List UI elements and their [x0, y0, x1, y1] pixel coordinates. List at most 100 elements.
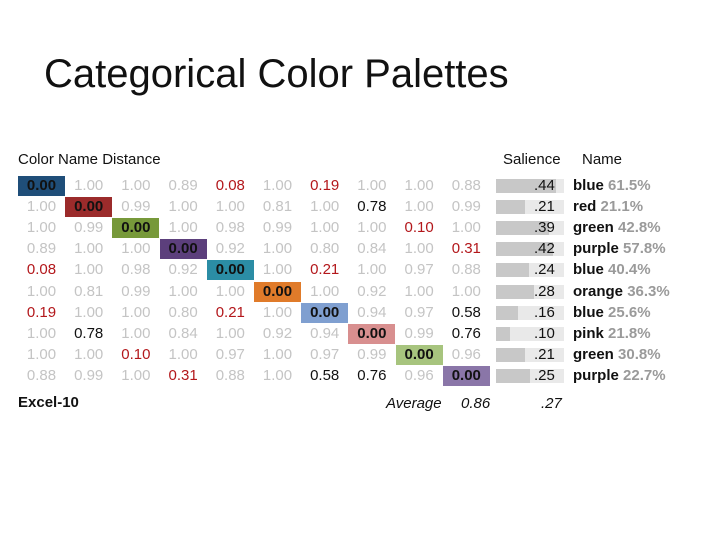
distance-cell: 0.19: [310, 177, 340, 194]
color-name-row: green 30.8%: [573, 346, 661, 363]
salience-value: .16: [534, 303, 555, 321]
distance-cell: 0.00: [395, 344, 443, 365]
distance-cell: 0.00: [65, 197, 113, 218]
salience-value: .21: [534, 198, 555, 216]
distance-cell: 0.21: [310, 261, 340, 279]
distance-cell: 1.00: [262, 240, 293, 258]
distance-cell: 0.96: [404, 366, 434, 384]
distance-cell: 1.00: [74, 303, 104, 321]
distance-cell: 1.00: [404, 240, 434, 258]
color-name: red: [573, 198, 597, 216]
color-name: blue: [573, 261, 604, 279]
color-name: blue: [573, 303, 604, 321]
color-name: blue: [573, 177, 604, 194]
salience-bar-track: [496, 347, 564, 362]
distance-cell: 0.97: [215, 345, 245, 363]
salience-bar-track: [496, 263, 564, 278]
distance-cell: 1.00: [262, 261, 293, 279]
distance-cell: 1.00: [262, 303, 293, 321]
distance-cell: 0.31: [168, 366, 198, 384]
average-distance: 0.86: [461, 395, 491, 412]
distance-cell: 0.99: [404, 324, 434, 342]
distance-cell: 0.81: [262, 198, 293, 216]
distance-cell: 1.00: [121, 303, 151, 321]
salience-bar: [496, 368, 530, 383]
distance-cell: 1.00: [168, 282, 198, 300]
distance-cell: 0.98: [121, 261, 151, 279]
distance-cell: 1.00: [74, 261, 104, 279]
distance-cell: 0.99: [451, 198, 481, 216]
salience-bar: [496, 305, 518, 320]
salience-bar: [496, 263, 529, 278]
salience-bar-track: [496, 284, 564, 299]
distance-cell: 0.21: [215, 303, 245, 321]
distance-cell: 1.00: [404, 177, 434, 194]
color-name-percent: 36.3%: [627, 282, 670, 300]
distance-cell: 1.00: [310, 219, 340, 237]
distance-cell: 1.00: [404, 198, 434, 216]
distance-cell: 1.00: [74, 345, 104, 363]
color-name: purple: [573, 366, 619, 384]
palette-label: Excel-10: [18, 394, 79, 411]
distance-cell: 1.00: [357, 261, 387, 279]
distance-cell: 1.00: [215, 282, 245, 300]
distance-cell: 1.00: [215, 324, 245, 342]
salience-bar: [496, 284, 534, 299]
distance-cell: 0.58: [451, 303, 481, 321]
distance-cell: 0.94: [310, 324, 340, 342]
color-name-percent: 42.8%: [618, 219, 661, 237]
distance-header: Color Name Distance: [18, 151, 161, 168]
color-name: green: [573, 219, 614, 237]
salience-bar-track: [496, 305, 564, 320]
color-name-percent: 30.8%: [618, 345, 661, 363]
distance-cell: 0.88: [26, 366, 57, 384]
salience-bar-track: [496, 368, 564, 383]
color-name: orange: [573, 282, 624, 300]
slide-title: Categorical Color Palettes: [44, 52, 509, 96]
salience-value: .28: [534, 282, 555, 300]
distance-cell: 0.81: [74, 282, 104, 300]
salience-value: .39: [534, 219, 555, 237]
distance-cell: 0.08: [26, 261, 57, 279]
distance-cell: 1.00: [310, 282, 340, 300]
distance-cell: 0.92: [262, 324, 293, 342]
distance-cell: 0.31: [451, 240, 481, 258]
distance-cell: 0.10: [121, 345, 151, 363]
color-name-percent: 25.6%: [608, 303, 651, 321]
distance-cell: 0.00: [206, 260, 254, 281]
color-name-row: purple 22.7%: [573, 367, 666, 384]
distance-cell: 0.58: [310, 366, 340, 384]
distance-cell: 1.00: [26, 219, 57, 237]
distance-cell: 0.00: [112, 218, 160, 239]
distance-cell: 0.00: [348, 323, 396, 344]
distance-cell: 1.00: [26, 198, 57, 216]
salience-bar: [496, 347, 525, 362]
color-name-row: pink 21.8%: [573, 325, 651, 342]
salience-value: .42: [534, 240, 555, 258]
distance-cell: 1.00: [168, 198, 198, 216]
distance-cell: 0.00: [254, 281, 301, 302]
distance-cell: 0.97: [404, 303, 434, 321]
distance-cell: 0.92: [357, 282, 387, 300]
distance-cell: 0.76: [451, 324, 481, 342]
distance-cell: 1.00: [26, 324, 57, 342]
distance-cell: 0.96: [451, 345, 481, 363]
distance-cell: 0.84: [357, 240, 387, 258]
distance-cell: 0.97: [404, 261, 434, 279]
color-name-row: blue 61.5%: [573, 177, 651, 194]
color-name-row: blue 40.4%: [573, 261, 651, 278]
distance-cell: 0.88: [451, 261, 481, 279]
distance-cell: 0.80: [310, 240, 340, 258]
distance-cell: 1.00: [262, 345, 293, 363]
salience-value: .10: [534, 324, 555, 342]
distance-cell: 0.08: [215, 177, 245, 194]
distance-cell: 1.00: [215, 198, 245, 216]
distance-cell: 1.00: [74, 240, 104, 258]
salience-bar-track: [496, 242, 564, 257]
color-name-percent: 40.4%: [608, 261, 651, 279]
distance-cell: 0.99: [121, 282, 151, 300]
distance-cell: 0.19: [26, 303, 57, 321]
distance-cell: 1.00: [168, 345, 198, 363]
color-name: pink: [573, 324, 604, 342]
distance-cell: 0.00: [442, 365, 490, 386]
